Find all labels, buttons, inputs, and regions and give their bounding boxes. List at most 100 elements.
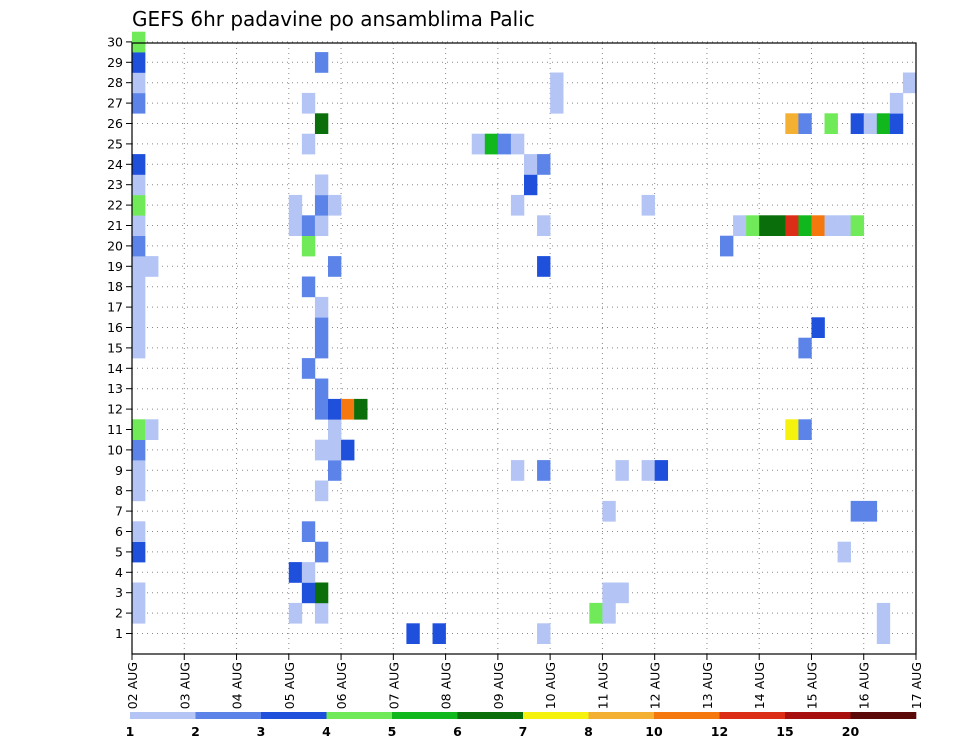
heatmap-cell [354,398,368,420]
y-tick-label: 11 [107,422,123,437]
y-tick-label: 14 [107,361,123,376]
heatmap-cell [497,133,512,155]
heatmap-cell [876,602,891,624]
heatmap-cell [132,337,146,359]
heatmap-cell [341,398,355,420]
heatmap-cell [314,52,329,73]
heatmap-cell [811,215,825,236]
heatmap-cell [902,72,917,94]
y-tick-label: 26 [107,116,123,131]
x-tick-label: 13 AUG [700,662,715,709]
heatmap-cell [132,174,146,196]
colorbar-tick-label: 7 [519,724,528,739]
heatmap-cell [301,92,316,114]
heatmap-cell [602,602,616,624]
heatmap-cell [301,133,316,155]
colorbar-tick-label: 6 [453,724,462,739]
y-axis-ticks: 1234567891011121314151617181920212223242… [107,34,132,641]
y-tick-label: 25 [107,136,123,151]
heatmap-cell [301,358,316,379]
heatmap-cell [602,500,616,522]
heatmap-cell [550,72,564,94]
colorbar-swatch [261,712,327,719]
heatmap-cell [314,296,329,318]
heatmap-cell [850,215,865,236]
colorbar-tick-label: 20 [842,724,860,739]
heatmap-cell [811,317,825,338]
colorbar-swatch [785,712,851,719]
heatmap-cell [132,215,146,236]
y-tick-label: 15 [107,340,123,355]
colorbar-swatch [850,712,917,719]
x-tick-label: 10 AUG [543,662,558,709]
colorbar-tick-label: 12 [711,724,728,739]
x-tick-label: 14 AUG [752,662,767,709]
heatmap-cell [314,113,329,134]
y-tick-label: 2 [115,606,123,621]
y-tick-label: 23 [107,177,123,192]
y-tick-label: 18 [107,279,123,294]
heatmap-cell [288,562,303,583]
heatmap-cell [863,500,878,522]
heatmap-cell [524,154,538,175]
heatmap-cell [328,256,342,277]
colorbar-tick-label: 8 [584,724,593,739]
colorbar-tick-label: 1 [126,724,135,739]
y-tick-label: 21 [107,218,123,233]
colorbar-tick-label: 3 [257,724,266,739]
heatmap-cell [510,133,525,155]
heatmap-cell [837,215,851,236]
heatmap-cell [328,398,342,420]
heatmap-cell [288,215,303,236]
x-tick-label: 17 AUG [909,662,924,709]
heatmap-cell [550,92,564,114]
heatmap-cell [837,541,851,563]
heatmap-cell [537,623,551,644]
heatmap-cell [288,194,303,216]
heatmap-cell [132,72,146,94]
heatmap-cell [301,562,316,583]
colorbar-swatch [130,712,196,719]
heatmap-cell [432,623,446,644]
heatmap-cell [850,500,865,522]
heatmap-cell [132,256,146,277]
heatmap-cell [537,460,551,481]
heatmap-cell [314,317,329,338]
colorbar-swatch [588,712,655,719]
heatmap-cell [406,623,420,644]
x-tick-label: 11 AUG [595,662,610,709]
x-tick-label: 02 AUG [125,662,140,709]
x-axis-ticks: 02 AUG 03 AUG 04 AUG 05 AUG 06 AUG 07 AUG 08 A… [125,654,924,709]
heatmap-cell [314,480,329,502]
y-tick-label: 6 [115,524,123,539]
heatmap-cell [824,113,838,134]
heatmap-cell [798,337,812,359]
x-tick-label: 03 AUG [177,662,192,709]
y-tick-label: 3 [115,585,123,600]
y-tick-label: 5 [115,544,123,559]
y-tick-label: 8 [115,483,123,498]
heatmap-cell [510,194,525,216]
heatmap-cell [772,215,786,236]
y-tick-label: 30 [107,34,123,49]
colorbar-swatch [457,712,524,719]
y-tick-label: 27 [107,96,123,111]
heatmap-cell [537,256,551,277]
heatmap-cell [328,439,342,461]
colorbar-tick-label: 15 [776,724,793,739]
heatmap-cell [850,113,865,134]
heatmap-cell [602,582,616,604]
heatmap-cell [341,439,355,461]
heatmap-cell [876,113,891,134]
heatmap-cell [132,460,146,481]
heatmap-cell [537,154,551,175]
heatmap-cell [132,419,146,440]
y-tick-label: 24 [107,157,123,172]
heatmap-cell [328,194,342,216]
heatmap-cell [132,521,146,542]
heatmap-cell [145,419,159,440]
heatmap-cell [510,460,525,481]
heatmap-cell [589,602,603,624]
plot-frame [131,42,917,655]
y-tick-label: 10 [107,442,123,457]
